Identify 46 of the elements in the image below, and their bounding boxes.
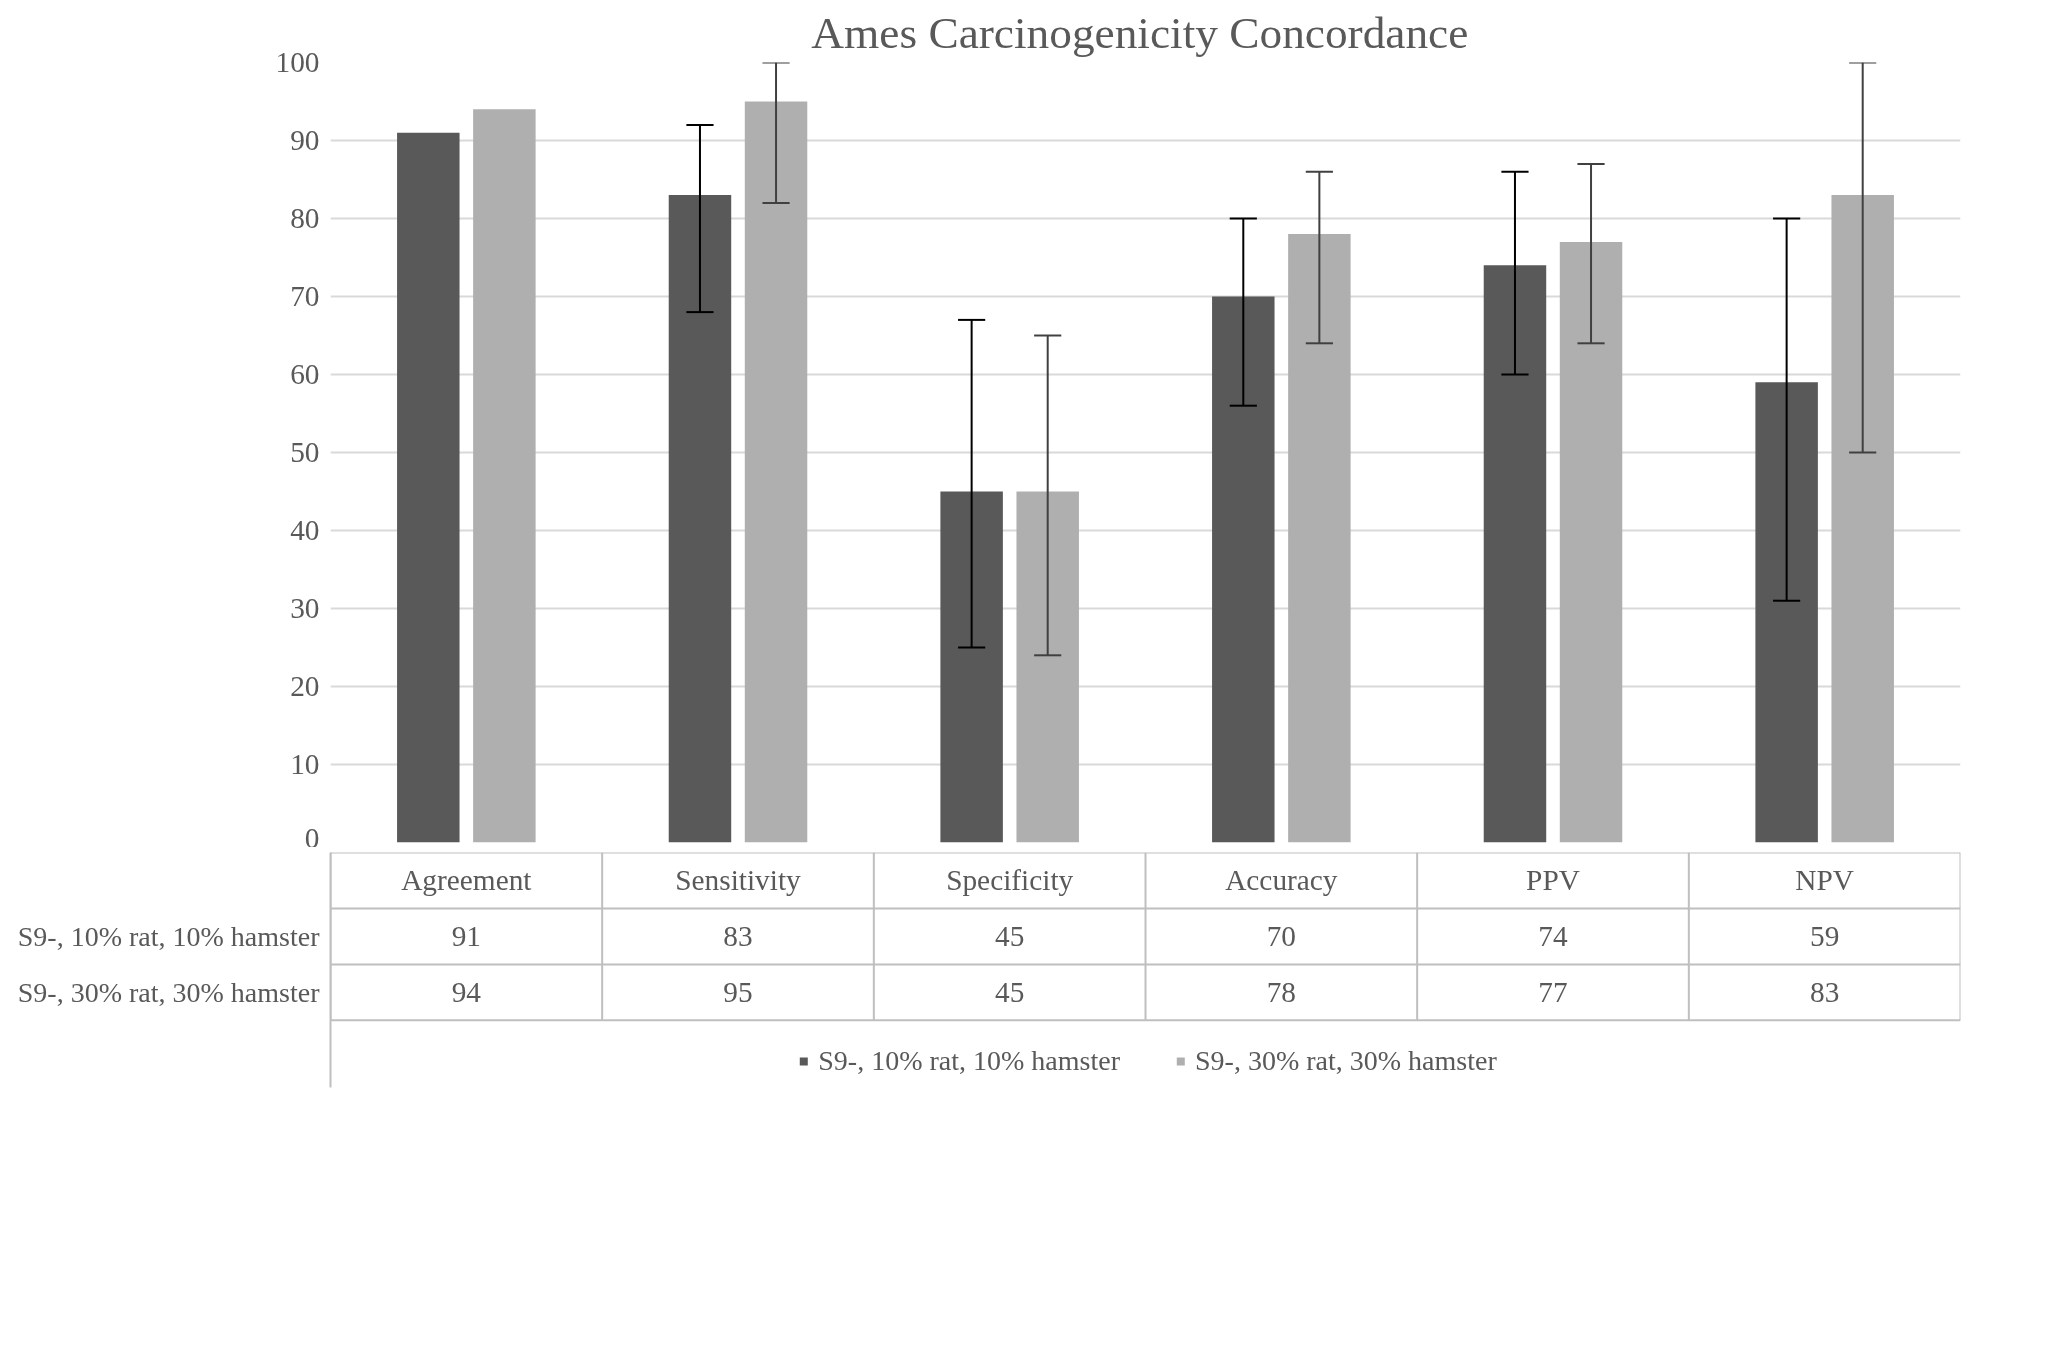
bar — [397, 132, 460, 843]
data-label: 78 — [1266, 975, 1296, 1008]
y-tick-label: 90 — [290, 124, 320, 156]
data-label: 59 — [1810, 919, 1840, 952]
x-tick-label: NPV — [1795, 864, 1854, 897]
y-tick-label: 20 — [290, 670, 320, 702]
bar — [744, 101, 808, 843]
y-tick-label: 80 — [290, 202, 320, 234]
bar — [940, 491, 1003, 843]
x-tick-label: Agreement — [401, 864, 532, 897]
y-tick-label: 60 — [290, 358, 320, 390]
text: S9-, 30% rat, 30% hamster — [17, 976, 320, 1008]
data-label: 77 — [1538, 975, 1568, 1008]
data-label: 45 — [995, 975, 1025, 1008]
data-label: 74 — [1538, 919, 1568, 952]
x-tick-label: Specificity — [946, 864, 1074, 897]
y-tick-label: 70 — [290, 280, 320, 312]
y-tick-label: 100 — [275, 46, 320, 78]
data-label: 83 — [723, 919, 753, 952]
y-tick-label: 30 — [290, 592, 320, 624]
legend-label: S9-, 10% rat, 10% hamster — [818, 1045, 1120, 1077]
bar — [1755, 382, 1818, 843]
x-tick-label: Sensitivity — [675, 864, 802, 897]
bar — [1212, 296, 1275, 843]
data-label: 95 — [723, 975, 753, 1008]
bar — [1288, 234, 1351, 843]
y-tick-label: 50 — [290, 436, 320, 468]
data-label: 83 — [1810, 975, 1840, 1008]
x-tick-label: Accuracy — [1225, 864, 1338, 897]
bar — [1483, 265, 1547, 843]
bar — [1559, 241, 1623, 843]
legend-label: S9-, 30% rat, 30% hamster — [1195, 1045, 1497, 1077]
data-label: 91 — [451, 919, 481, 952]
y-tick-label: 10 — [290, 748, 320, 780]
data-label: 70 — [1266, 919, 1296, 952]
text: S9-, 10% rat, 10% hamster — [17, 920, 320, 952]
bar — [1016, 491, 1079, 843]
x-tick-label: PPV — [1526, 864, 1580, 897]
bar — [473, 109, 536, 843]
bar — [668, 195, 732, 843]
chart-title: Ames Carcinogenicity Concordance — [811, 7, 1469, 58]
y-tick-label: 40 — [290, 514, 320, 546]
data-label: 45 — [995, 919, 1025, 952]
bar — [1831, 195, 1894, 843]
data-label: 94 — [451, 975, 482, 1008]
y-tick-label: 0 — [304, 821, 320, 854]
